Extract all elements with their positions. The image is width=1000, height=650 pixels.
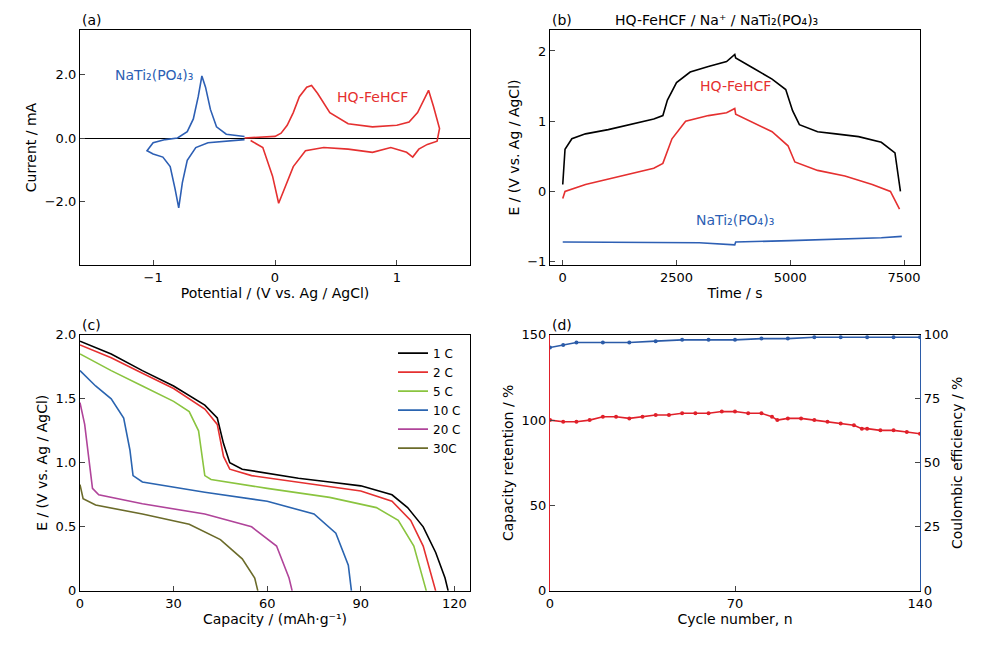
svg-text:(a): (a) — [82, 12, 102, 28]
svg-text:−1: −1 — [144, 270, 163, 285]
svg-text:50: 50 — [924, 455, 941, 470]
svg-text:HQ-FeHCF: HQ-FeHCF — [337, 89, 408, 105]
svg-text:NaTi₂(PO₄)₃: NaTi₂(PO₄)₃ — [696, 212, 774, 228]
svg-text:2500: 2500 — [660, 270, 693, 285]
svg-text:2.0: 2.0 — [56, 327, 77, 342]
svg-text:E / (V vs. Ag / AgCl): E / (V vs. Ag / AgCl) — [506, 79, 522, 215]
svg-text:HQ-FeHCF / Na⁺ / NaTi₂(PO₄)₃: HQ-FeHCF / Na⁺ / NaTi₂(PO₄)₃ — [615, 12, 818, 28]
svg-text:Cycle number, n: Cycle number, n — [677, 611, 792, 627]
svg-text:1: 1 — [393, 270, 401, 285]
svg-text:Potential / (V vs. Ag / AgCl): Potential / (V vs. Ag / AgCl) — [181, 285, 370, 301]
svg-text:20 C: 20 C — [433, 423, 460, 437]
svg-text:100: 100 — [521, 413, 546, 428]
svg-text:0: 0 — [538, 184, 546, 199]
svg-text:140: 140 — [908, 596, 933, 611]
svg-text:90: 90 — [353, 596, 370, 611]
svg-text:1.0: 1.0 — [56, 455, 77, 470]
svg-text:(c): (c) — [82, 317, 101, 333]
svg-text:10 C: 10 C — [433, 404, 460, 418]
svg-text:2 C: 2 C — [433, 366, 453, 380]
svg-text:30: 30 — [165, 596, 182, 611]
svg-text:Capacity / (mAh·g⁻¹): Capacity / (mAh·g⁻¹) — [203, 611, 347, 627]
svg-text:HQ-FeHCF: HQ-FeHCF — [700, 78, 771, 94]
svg-text:0: 0 — [559, 270, 567, 285]
svg-text:1.5: 1.5 — [56, 391, 77, 406]
svg-text:30C: 30C — [433, 442, 457, 456]
svg-text:75: 75 — [924, 391, 941, 406]
svg-text:Time / s: Time / s — [706, 285, 762, 301]
svg-text:25: 25 — [924, 519, 941, 534]
svg-text:0: 0 — [271, 270, 279, 285]
svg-text:−1: −1 — [527, 254, 546, 269]
svg-text:Current / mA: Current / mA — [23, 102, 39, 192]
svg-text:E / (V vs. Ag / AgCl): E / (V vs. Ag / AgCl) — [34, 395, 50, 531]
svg-text:(b): (b) — [552, 12, 572, 28]
svg-text:150: 150 — [521, 327, 546, 342]
svg-text:1: 1 — [538, 114, 546, 129]
svg-text:0: 0 — [546, 596, 554, 611]
svg-text:70: 70 — [727, 596, 744, 611]
svg-text:60: 60 — [259, 596, 276, 611]
svg-text:(d): (d) — [552, 317, 572, 333]
svg-text:Capacity retention / %: Capacity retention / % — [500, 385, 516, 541]
svg-text:0.0: 0.0 — [56, 131, 77, 146]
svg-text:100: 100 — [924, 327, 949, 342]
svg-text:50: 50 — [530, 498, 547, 513]
svg-text:7500: 7500 — [888, 270, 921, 285]
svg-text:0: 0 — [538, 583, 546, 598]
svg-text:0: 0 — [924, 583, 932, 598]
svg-text:Coulombic efficiency / %: Coulombic efficiency / % — [949, 377, 965, 549]
svg-text:120: 120 — [442, 596, 467, 611]
svg-text:−2.0: −2.0 — [45, 194, 77, 209]
svg-text:5 C: 5 C — [433, 385, 453, 399]
svg-text:5000: 5000 — [774, 270, 807, 285]
svg-text:2.0: 2.0 — [56, 67, 77, 82]
svg-text:1 C: 1 C — [433, 347, 453, 361]
svg-text:0: 0 — [76, 596, 84, 611]
svg-text:0.5: 0.5 — [56, 519, 77, 534]
svg-text:NaTi₂(PO₄)₃: NaTi₂(PO₄)₃ — [115, 67, 193, 83]
svg-text:0: 0 — [68, 583, 76, 598]
svg-text:2: 2 — [538, 44, 546, 59]
